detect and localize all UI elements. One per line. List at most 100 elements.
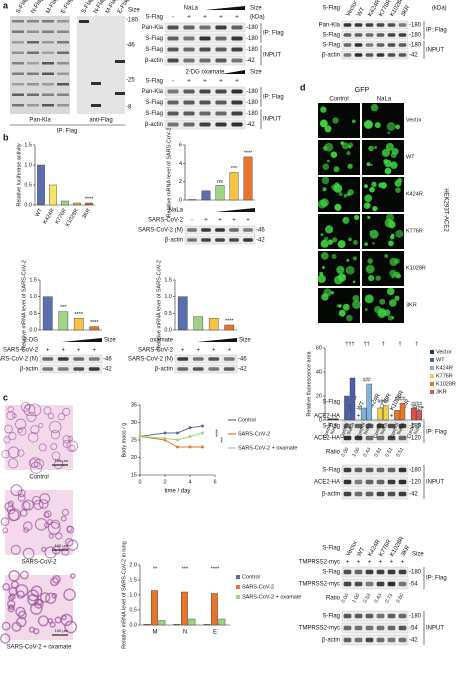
band <box>365 435 374 441</box>
y-tick-label: 0.5 <box>29 311 37 317</box>
bar <box>89 326 100 331</box>
tissue <box>23 527 29 533</box>
band <box>343 423 352 429</box>
band <box>365 613 374 619</box>
band <box>12 104 24 107</box>
panel-letter: b <box>3 132 9 142</box>
tissue <box>15 606 26 617</box>
y-tick-label: 1.0 <box>24 162 32 168</box>
group-label: INPUT <box>263 117 281 123</box>
tissue <box>16 616 27 628</box>
tissue <box>28 403 42 417</box>
size-marker: -46 <box>256 228 265 234</box>
scale-label: 100 μm <box>55 543 69 548</box>
tissue <box>66 525 73 532</box>
band <box>167 58 179 63</box>
row-label: β-actin <box>322 492 340 498</box>
gfp-cell <box>391 148 399 155</box>
band <box>376 43 385 47</box>
point <box>188 445 192 449</box>
ratio: 0.53 <box>362 592 372 604</box>
blot <box>341 420 409 432</box>
tissue <box>2 582 11 591</box>
label: Size <box>250 6 262 12</box>
blot <box>77 16 125 114</box>
band <box>88 367 100 371</box>
gfp-cell <box>372 205 378 212</box>
band <box>231 58 243 63</box>
legend-label: 3KR <box>436 389 447 395</box>
band <box>354 491 363 497</box>
y-axis-label: Relative luciferase activity <box>16 143 22 207</box>
gfp-cell <box>352 300 361 309</box>
band <box>183 89 195 94</box>
legend-label: Vector <box>436 349 452 355</box>
band <box>376 33 385 37</box>
tissue <box>38 422 44 428</box>
row-label: K424R <box>406 191 423 197</box>
band <box>199 47 211 52</box>
y-tick-label: 60 <box>316 345 322 351</box>
row-label: S-Flag <box>322 43 340 49</box>
wedge <box>61 338 102 342</box>
band <box>12 83 24 86</box>
y-tick-label: 1.5 <box>164 277 172 283</box>
label: anti-Flag <box>89 118 112 124</box>
size-marker: -42 <box>409 638 418 644</box>
gfp-cell <box>370 103 379 112</box>
row-label: K776R <box>406 228 423 234</box>
band <box>167 25 179 30</box>
band <box>343 43 352 47</box>
bar <box>360 407 367 421</box>
ratio: 0.43 <box>362 446 372 458</box>
label: S-Flag <box>145 79 163 85</box>
tissue <box>7 406 14 413</box>
annotation: **** <box>85 196 94 202</box>
tissue <box>61 547 70 556</box>
sign: + <box>203 79 207 85</box>
band <box>27 41 39 44</box>
row-label: Pan-Kla <box>142 25 164 31</box>
gfp-cell <box>324 142 334 152</box>
sign: + <box>379 560 383 566</box>
point <box>163 436 167 440</box>
tissue <box>34 518 48 531</box>
bar <box>327 418 333 421</box>
gfp-cell <box>374 146 377 150</box>
tissue <box>27 594 40 606</box>
gfp-cell <box>367 258 373 264</box>
size-marker: -42 <box>409 53 418 59</box>
x-tick-label: E <box>213 630 217 636</box>
scale-label: 100 μm <box>55 458 69 463</box>
gfp-cell <box>365 264 375 274</box>
band <box>73 357 85 361</box>
label: NaLa <box>169 208 184 214</box>
band <box>376 479 385 485</box>
band <box>42 357 54 361</box>
gfp-cell <box>332 237 338 243</box>
band <box>343 33 352 37</box>
band <box>57 72 69 75</box>
gfp-cell <box>391 275 395 279</box>
gfp-cell <box>352 256 357 261</box>
band <box>354 637 363 643</box>
band <box>12 20 24 23</box>
row-label: Pan-Kla <box>319 23 341 29</box>
gfp-cell <box>375 275 381 281</box>
row-label: TMPRSS2-myc <box>299 582 340 588</box>
band <box>398 435 407 441</box>
y-tick-label: 30 <box>131 420 137 426</box>
band <box>115 60 125 63</box>
gfp-cell <box>364 294 374 304</box>
tissue <box>21 501 31 511</box>
gfp-image <box>362 288 404 323</box>
gfp-cell <box>385 142 394 151</box>
row-label: TMPRSS2-myc <box>299 626 340 632</box>
band <box>208 367 220 371</box>
size-marker: -180 <box>246 89 259 95</box>
legend-label: K776R <box>436 373 453 379</box>
tissue <box>17 449 25 457</box>
bar <box>394 410 400 421</box>
gfp-cell <box>388 220 396 229</box>
tissue <box>50 430 61 440</box>
